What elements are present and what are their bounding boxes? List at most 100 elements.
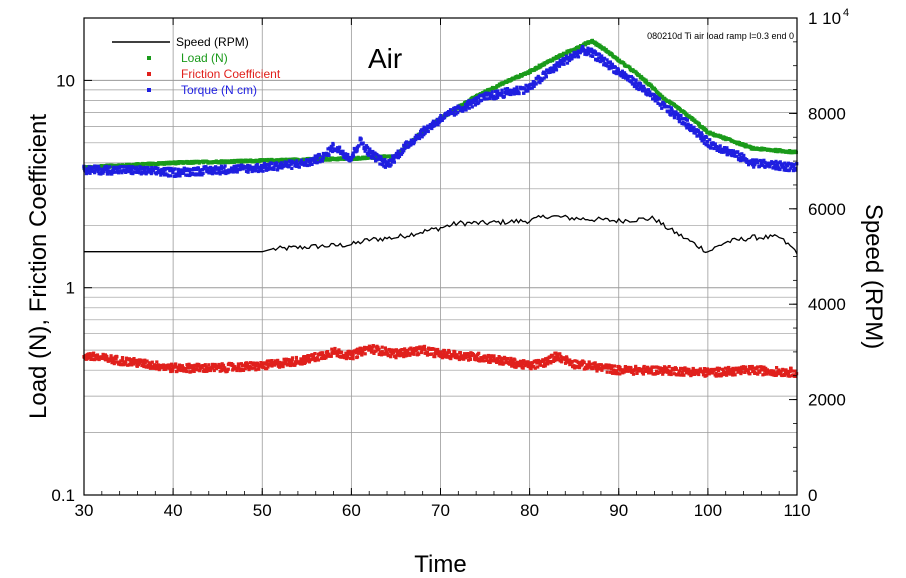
data-point xyxy=(89,172,92,175)
data-point xyxy=(555,68,558,71)
data-point xyxy=(705,136,708,139)
data-point xyxy=(613,364,616,367)
data-point xyxy=(372,344,375,347)
data-point xyxy=(758,370,761,373)
x-tick-label: 50 xyxy=(253,501,272,520)
data-point xyxy=(571,361,574,364)
x-tick-label: 40 xyxy=(164,501,183,520)
x-tick-label: 60 xyxy=(342,501,361,520)
data-point xyxy=(185,370,188,373)
data-point xyxy=(390,163,393,166)
data-point xyxy=(316,161,319,164)
y-right-tick-label: 2000 xyxy=(808,391,846,410)
data-point xyxy=(635,78,638,81)
data-point xyxy=(368,147,371,150)
data-point xyxy=(333,347,336,350)
data-point xyxy=(352,357,355,360)
chart-title: Air xyxy=(368,43,402,74)
y-right-top-exponent: 4 xyxy=(843,7,849,19)
data-point xyxy=(327,154,330,157)
data-point xyxy=(321,159,324,162)
data-point xyxy=(562,63,565,66)
y-right-tick-label: 4000 xyxy=(808,295,846,314)
y-axis-left-title: Load (N), Friction Coefficient xyxy=(25,114,52,419)
data-point xyxy=(295,159,298,162)
data-point xyxy=(224,164,227,167)
data-point xyxy=(312,355,315,358)
data-point xyxy=(420,351,423,354)
data-point xyxy=(600,54,603,57)
data-point xyxy=(352,354,355,357)
data-point xyxy=(708,138,711,141)
data-point xyxy=(756,160,759,163)
data-point xyxy=(703,367,706,370)
data-point xyxy=(173,167,176,170)
data-point xyxy=(632,373,635,376)
data-point xyxy=(321,351,324,354)
data-point xyxy=(491,90,494,93)
data-point xyxy=(360,137,363,140)
y-axis-right-title: Speed (RPM) xyxy=(860,204,887,349)
data-point xyxy=(589,363,592,366)
data-point xyxy=(697,373,700,376)
legend-label: Load (N) xyxy=(181,51,228,65)
data-point xyxy=(719,144,722,147)
data-point xyxy=(468,107,471,110)
data-point xyxy=(291,356,294,359)
data-point xyxy=(121,356,124,359)
data-point xyxy=(318,154,321,157)
data-point xyxy=(668,365,671,368)
data-point xyxy=(650,368,653,371)
y-right-tick-label: 0 xyxy=(808,486,817,505)
data-point xyxy=(338,146,341,149)
data-point xyxy=(381,346,384,349)
legend-swatch-point xyxy=(147,56,151,60)
data-point xyxy=(355,150,358,153)
data-point xyxy=(352,155,355,158)
y-left-tick-label: 1 xyxy=(66,279,75,298)
data-point xyxy=(577,55,580,58)
y-right-tick-label: 6000 xyxy=(808,200,846,219)
data-point xyxy=(330,355,333,358)
data-point xyxy=(545,75,548,78)
legend-label: Friction Coefficient xyxy=(181,67,281,81)
x-tick-label: 90 xyxy=(609,501,628,520)
data-point xyxy=(155,360,158,363)
y-right-tick-label: 8000 xyxy=(808,104,846,123)
data-point xyxy=(492,354,495,357)
data-point xyxy=(360,353,363,356)
data-point xyxy=(364,352,367,355)
data-point xyxy=(551,355,554,358)
data-point xyxy=(384,160,387,163)
data-point xyxy=(727,366,730,369)
data-point xyxy=(748,372,751,375)
data-point xyxy=(261,170,264,173)
data-point xyxy=(658,97,661,100)
legend-label: Torque (N cm) xyxy=(181,83,257,97)
data-point xyxy=(546,362,549,365)
data-point xyxy=(740,370,743,373)
data-point xyxy=(356,355,359,358)
data-point xyxy=(679,114,682,117)
data-point xyxy=(692,367,695,370)
data-point xyxy=(459,351,462,354)
data-point xyxy=(270,162,273,165)
data-point xyxy=(423,132,426,135)
data-point xyxy=(317,358,320,361)
data-point xyxy=(790,369,793,372)
data-point xyxy=(346,153,349,156)
data-point xyxy=(202,172,205,175)
data-point xyxy=(756,365,759,368)
legend-swatch-point xyxy=(147,88,151,92)
legend-label: Speed (RPM) xyxy=(176,35,249,49)
x-tick-label: 30 xyxy=(75,501,94,520)
data-point xyxy=(413,353,416,356)
data-point xyxy=(709,147,712,150)
data-point xyxy=(389,355,392,358)
data-point xyxy=(340,351,343,354)
data-point xyxy=(295,356,298,359)
data-point xyxy=(156,167,159,170)
data-point xyxy=(115,355,118,358)
